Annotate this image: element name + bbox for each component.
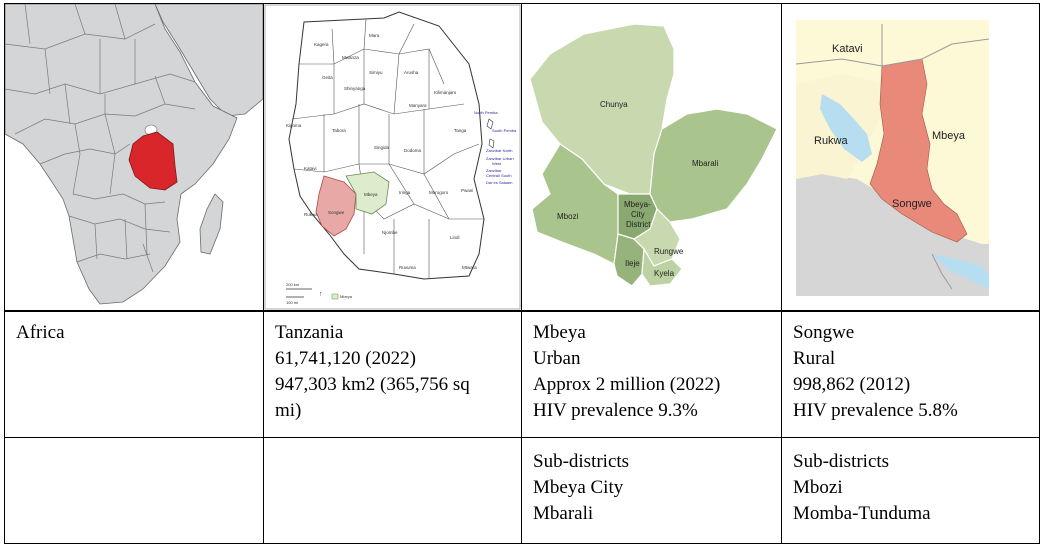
svg-text:Mwanza: Mwanza <box>342 55 359 60</box>
column-divider <box>781 3 782 544</box>
svg-text:Mbarali: Mbarali <box>692 159 718 168</box>
songwe-subdistricts: Sub-districts Mbozi Momba-Tunduma <box>793 449 931 527</box>
svg-text:Kilimanjaro: Kilimanjaro <box>434 90 457 95</box>
svg-text:Geita: Geita <box>322 75 333 80</box>
svg-text:Kyela: Kyela <box>654 269 675 278</box>
songwe-cell: Songwe Rural 998,862 (2012) HIV prevalen… <box>793 320 958 424</box>
svg-text:Kagera: Kagera <box>314 42 329 47</box>
column-divider <box>263 3 264 544</box>
songwe-map: Katavi Rukwa Mbeya Songwe <box>782 4 1039 310</box>
svg-text:Mbeya-: Mbeya- <box>624 200 651 209</box>
svg-text:City: City <box>631 210 645 219</box>
mbeya-region <box>345 171 390 215</box>
subdistricts-heading: Sub-districts <box>533 451 630 472</box>
svg-text:Rungwe: Rungwe <box>654 247 684 256</box>
svg-text:Lindi: Lindi <box>450 235 460 240</box>
songwe-name: Songwe <box>793 322 855 343</box>
africa-cell: Africa <box>16 320 65 346</box>
svg-text:Rukwa: Rukwa <box>814 135 849 147</box>
svg-text:North Pemba: North Pemba <box>474 110 498 115</box>
svg-text:Mtwara: Mtwara <box>462 265 477 270</box>
svg-text:Mara: Mara <box>369 33 380 38</box>
svg-text:Zanzibar North: Zanzibar North <box>486 148 512 153</box>
legend-label: Mbeya <box>340 294 353 299</box>
songwe-hiv: HIV prevalence 5.8% <box>793 400 958 421</box>
tanzania-map: Kagera Mara Mwanza Simiyu Geita Shinyanga A… <box>264 4 521 310</box>
svg-text:Kigoma: Kigoma <box>286 123 302 128</box>
subdistricts-heading: Sub-districts <box>793 451 890 472</box>
svg-text:Ileje: Ileje <box>625 259 640 268</box>
svg-text:Shinyanga: Shinyanga <box>344 86 366 91</box>
svg-text:Dar es Salaam: Dar es Salaam <box>486 180 513 185</box>
subdistrict-item: Mbozi <box>793 477 843 498</box>
mbeya-map: Chunya Mbarali Mbozi Mbeya- City Distric… <box>522 4 781 310</box>
svg-text:Simiyu: Simiyu <box>369 70 383 75</box>
tanzania-area: 947,303 km2 (365,756 sq <box>275 374 470 395</box>
songwe-region <box>315 175 357 237</box>
svg-text:Zanzibar Urban: Zanzibar Urban <box>486 156 514 161</box>
table-frame <box>4 3 1040 544</box>
svg-text:Zanzibar: Zanzibar <box>486 168 502 173</box>
svg-text:Dodoma: Dodoma <box>404 148 422 153</box>
tanzania-name: Tanzania <box>275 322 344 343</box>
svg-text:Songwe: Songwe <box>328 210 345 215</box>
africa-map <box>5 4 263 310</box>
svg-text:Central/ South: Central/ South <box>486 173 512 178</box>
scale-mi: 100 mi <box>286 300 298 305</box>
svg-text:Singida: Singida <box>374 145 390 150</box>
tanzania-area-cont: mi) <box>275 400 302 421</box>
row-divider <box>4 437 1040 438</box>
mbeya-name: Mbeya <box>533 322 586 343</box>
svg-text:Tabora: Tabora <box>332 128 346 133</box>
svg-text:Tanga: Tanga <box>454 128 467 133</box>
mbeya-population: Approx 2 million (2022) <box>533 374 721 395</box>
subdistrict-item: Momba-Tunduma <box>793 503 931 524</box>
subdistrict-item: Mbeya City <box>533 477 624 498</box>
tanzania-population: 61,741,120 (2022) <box>275 348 416 369</box>
tanzania-cell: Tanzania 61,741,120 (2022) 947,303 km2 (… <box>275 320 470 424</box>
svg-text:Katavi: Katavi <box>304 166 317 171</box>
svg-text:Njombe: Njombe <box>382 230 398 235</box>
mbeya-hiv: HIV prevalence 9.3% <box>533 400 698 421</box>
svg-text:Katavi: Katavi <box>832 43 863 55</box>
svg-text:Arusha: Arusha <box>404 70 419 75</box>
svg-text:Songwe: Songwe <box>892 198 932 210</box>
scale-km: 200 km <box>286 282 300 287</box>
svg-text:Mbeya: Mbeya <box>364 192 378 197</box>
svg-text:Chunya: Chunya <box>600 100 628 109</box>
mbeya-subdistricts: Sub-districts Mbeya City Mbarali <box>533 449 629 527</box>
svg-text:↑: ↑ <box>319 291 323 298</box>
svg-text:South Pemba: South Pemba <box>492 128 517 133</box>
svg-text:Rukwa: Rukwa <box>304 212 318 217</box>
svg-text:Manyara: Manyara <box>409 103 427 108</box>
svg-text:Mbeya: Mbeya <box>932 130 966 142</box>
svg-text:West: West <box>492 161 502 166</box>
svg-text:Ruvuma: Ruvuma <box>399 265 416 270</box>
svg-text:Pwani: Pwani <box>461 188 473 193</box>
songwe-type: Rural <box>793 348 836 369</box>
svg-text:District: District <box>626 220 651 229</box>
mbeya-type: Urban <box>533 348 581 369</box>
subdistrict-item: Mbarali <box>533 503 594 524</box>
svg-text:Morogoro: Morogoro <box>429 190 449 195</box>
svg-text:Mbozi: Mbozi <box>557 212 579 221</box>
svg-text:Iringa: Iringa <box>399 190 411 195</box>
mbeya-cell: Mbeya Urban Approx 2 million (2022) HIV … <box>533 320 720 424</box>
songwe-population: 998,862 (2012) <box>793 374 911 395</box>
tanzania-highlight <box>128 131 178 191</box>
column-divider <box>521 3 522 544</box>
row-divider <box>4 310 1040 312</box>
africa-label: Africa <box>16 322 65 343</box>
